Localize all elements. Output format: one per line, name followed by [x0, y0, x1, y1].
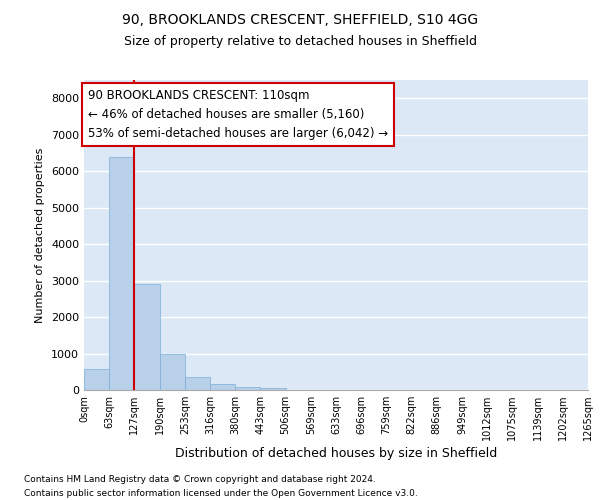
- Bar: [210, 384, 235, 390]
- Bar: [235, 386, 260, 390]
- X-axis label: Distribution of detached houses by size in Sheffield: Distribution of detached houses by size …: [175, 448, 497, 460]
- Text: Contains HM Land Registry data © Crown copyright and database right 2024.
Contai: Contains HM Land Registry data © Crown c…: [24, 476, 418, 498]
- Bar: [109, 158, 134, 390]
- Bar: [84, 369, 109, 390]
- Text: 90, BROOKLANDS CRESCENT, SHEFFIELD, S10 4GG: 90, BROOKLANDS CRESCENT, SHEFFIELD, S10 …: [122, 12, 478, 26]
- Bar: [260, 388, 286, 390]
- Bar: [134, 284, 160, 390]
- Y-axis label: Number of detached properties: Number of detached properties: [35, 148, 46, 322]
- Text: 90 BROOKLANDS CRESCENT: 110sqm
← 46% of detached houses are smaller (5,160)
53% : 90 BROOKLANDS CRESCENT: 110sqm ← 46% of …: [88, 89, 388, 140]
- Text: Size of property relative to detached houses in Sheffield: Size of property relative to detached ho…: [124, 35, 476, 48]
- Bar: [160, 354, 185, 390]
- Bar: [185, 377, 210, 390]
